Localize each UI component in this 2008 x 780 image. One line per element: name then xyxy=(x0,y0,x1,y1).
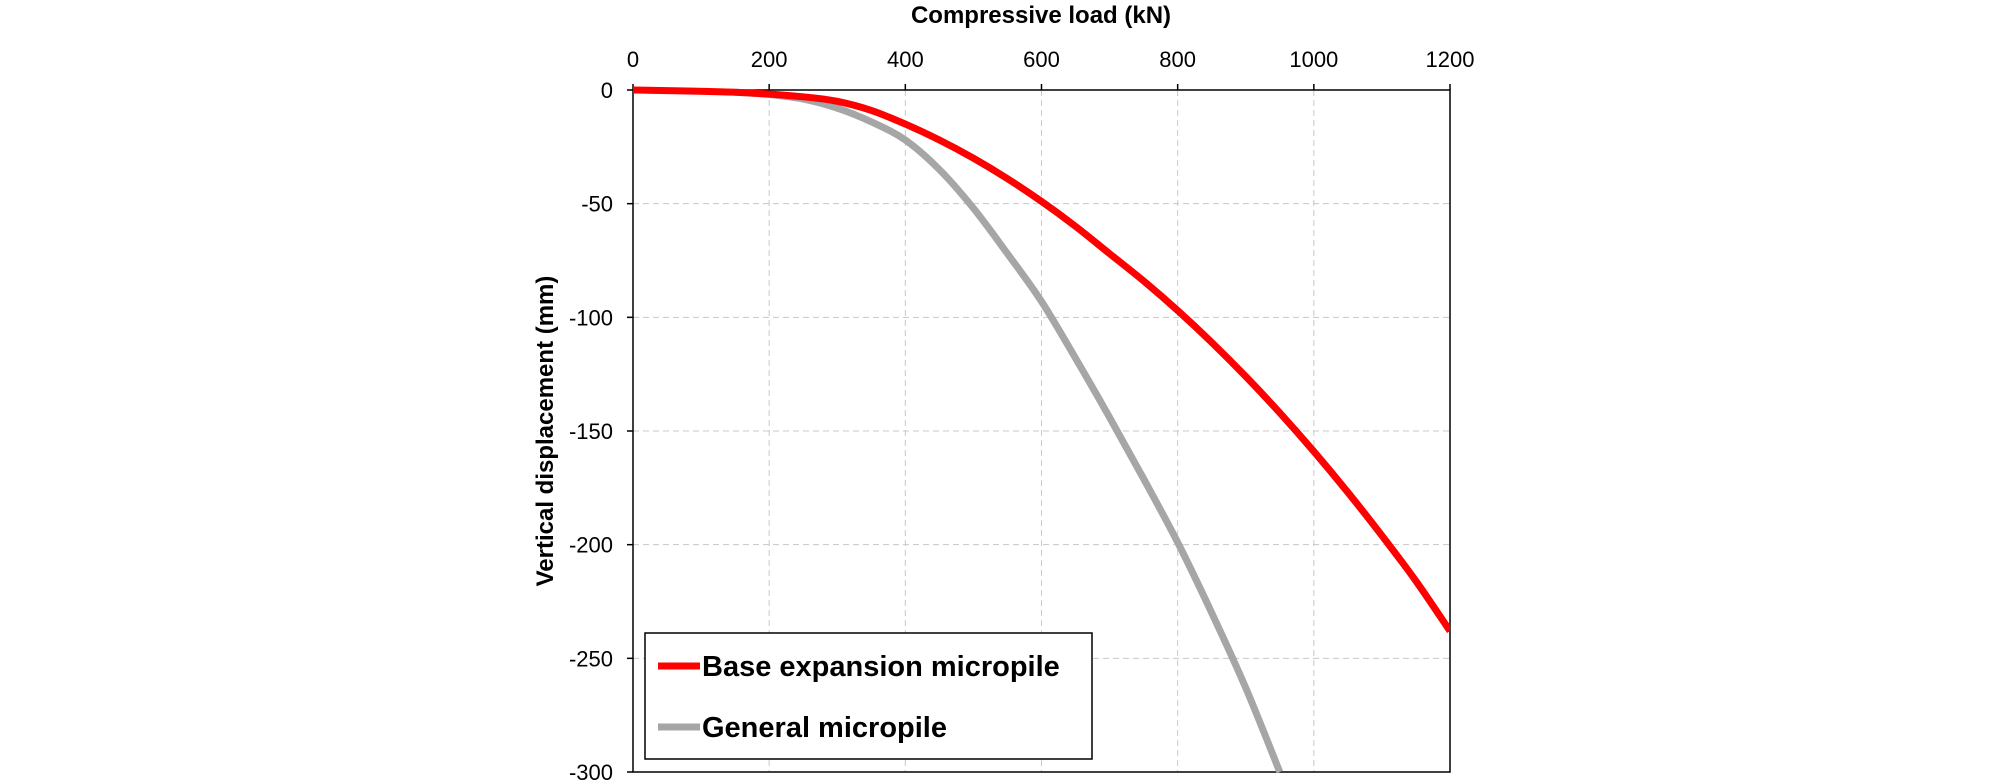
y-tick-label: -250 xyxy=(569,646,613,671)
grid xyxy=(633,90,1450,772)
x-tick-label: 600 xyxy=(1023,47,1060,72)
x-tick-label: 200 xyxy=(751,47,788,72)
y-tick-label: -150 xyxy=(569,419,613,444)
x-tick-label: 400 xyxy=(887,47,924,72)
x-axis-title: Compressive load (kN) xyxy=(911,2,1171,29)
y-tick-label: -300 xyxy=(569,760,613,780)
series-lines xyxy=(633,86,1450,774)
series-line-general-micropile xyxy=(734,88,1284,774)
y-tick-label: -200 xyxy=(569,533,613,558)
y-tick-label: -50 xyxy=(581,192,613,217)
x-tick-label: 1200 xyxy=(1426,47,1475,72)
x-tick-label: 800 xyxy=(1159,47,1196,72)
ticks: 0 200 400 600 800 1000 1200 0 -50 -100 -150 -200 -25… xyxy=(569,47,1475,780)
series-line-base-expansion-micropile xyxy=(633,86,1450,634)
legend: Base expansion micropile General micropi… xyxy=(644,632,1093,760)
x-tick-label: 1000 xyxy=(1289,47,1338,72)
y-tick-label: -100 xyxy=(569,305,613,330)
legend-box xyxy=(644,632,1093,760)
y-tick-label: 0 xyxy=(601,78,613,103)
legend-label-general: General micropile xyxy=(702,712,947,744)
x-tick-label: 0 xyxy=(627,47,639,72)
y-axis-title: Vertical displacement (mm) xyxy=(532,276,559,587)
legend-label-base-expansion: Base expansion micropile xyxy=(702,651,1060,683)
